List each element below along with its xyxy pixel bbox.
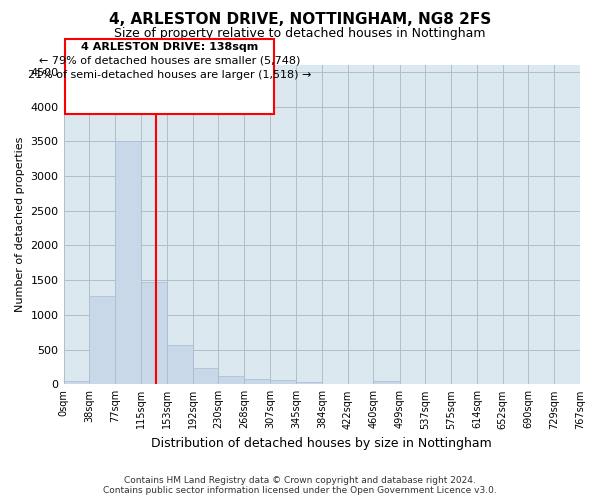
Bar xyxy=(193,368,218,384)
Bar xyxy=(141,282,167,385)
Y-axis label: Number of detached properties: Number of detached properties xyxy=(15,137,25,312)
Text: Contains HM Land Registry data © Crown copyright and database right 2024.
Contai: Contains HM Land Registry data © Crown c… xyxy=(103,476,497,495)
Text: 21% of semi-detached houses are larger (1,518) →: 21% of semi-detached houses are larger (… xyxy=(28,70,311,80)
Bar xyxy=(167,344,193,385)
Bar xyxy=(89,296,115,384)
Text: 4 ARLESTON DRIVE: 138sqm: 4 ARLESTON DRIVE: 138sqm xyxy=(80,42,258,52)
Bar xyxy=(270,380,296,384)
Bar xyxy=(64,381,89,384)
Bar xyxy=(115,142,141,384)
Bar xyxy=(296,382,322,384)
Text: 4, ARLESTON DRIVE, NOTTINGHAM, NG8 2FS: 4, ARLESTON DRIVE, NOTTINGHAM, NG8 2FS xyxy=(109,12,491,28)
Text: ← 79% of detached houses are smaller (5,748): ← 79% of detached houses are smaller (5,… xyxy=(38,56,300,66)
Bar xyxy=(218,376,244,384)
Bar xyxy=(373,381,400,384)
Bar xyxy=(244,379,270,384)
X-axis label: Distribution of detached houses by size in Nottingham: Distribution of detached houses by size … xyxy=(151,437,492,450)
Text: Size of property relative to detached houses in Nottingham: Size of property relative to detached ho… xyxy=(114,28,486,40)
